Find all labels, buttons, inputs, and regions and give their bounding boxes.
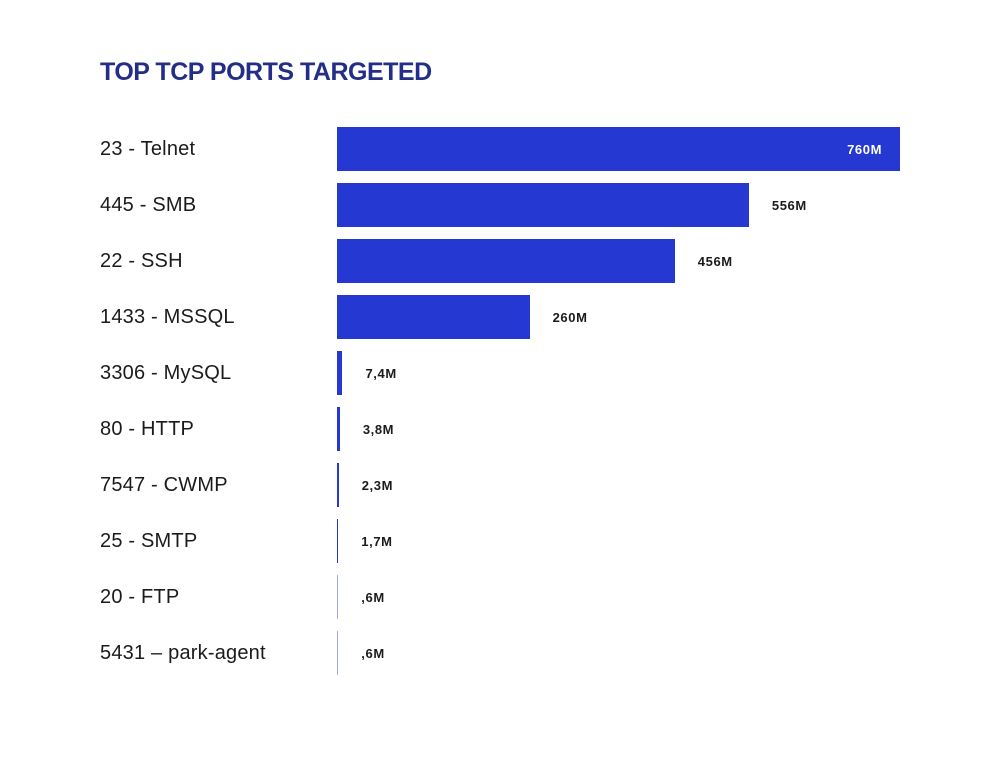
value-label: 760M [847, 141, 882, 157]
chart-row: 1433 - MSSQL 260M [100, 295, 1000, 339]
bar-track: 760M [337, 127, 1000, 171]
chart-row: 445 - SMB 556M [100, 183, 1000, 227]
value-label: 2,3M [361, 477, 394, 493]
value-label: 7,4M [365, 365, 397, 381]
category-label: 5431 – park-agent [100, 641, 266, 664]
value-label: 260M [552, 309, 588, 325]
value-label: 1,7M [361, 533, 393, 549]
chart-row: 5431 – park-agent ,6M [100, 631, 1000, 675]
chart-row: 22 - SSH 456M [100, 239, 1000, 283]
bar [337, 351, 343, 395]
bar-track: 7,4M [337, 351, 1000, 395]
bar: 760M [337, 127, 900, 171]
value-label: 3,8M [362, 421, 395, 437]
bar-track: 260M [337, 295, 1000, 339]
chart-row: 23 - Telnet 760M [100, 127, 1000, 171]
value-label: ,6M [361, 589, 385, 605]
chart-row: 7547 - CWMP 2,3M [100, 463, 1000, 507]
bar [337, 183, 749, 227]
bar [337, 463, 339, 507]
chart-row: 20 - FTP ,6M [100, 575, 1000, 619]
bar-chart: TOP TCP PORTS TARGETED 23 - Telnet 760M 44… [100, 58, 1000, 675]
bar [337, 519, 339, 563]
value-label: 456M [697, 253, 733, 269]
category-label: 23 - Telnet [100, 137, 196, 160]
chart-title: TOP TCP PORTS TARGETED [100, 58, 432, 86]
chart-row: 3306 - MySQL 7,4M [100, 351, 1000, 395]
bar [337, 407, 340, 451]
category-label: 25 - SMTP [100, 529, 198, 552]
bar [337, 239, 675, 283]
bar [337, 631, 339, 675]
value-label: ,6M [361, 645, 385, 661]
chart-row: 25 - SMTP 1,7M [100, 519, 1000, 563]
bar-track: 2,3M [337, 463, 1000, 507]
bar-track: 3,8M [337, 407, 1000, 451]
bar [337, 295, 530, 339]
chart-rows: 23 - Telnet 760M 445 - SMB 556M 22 - SSH 456M… [100, 127, 1000, 675]
category-label: 7547 - CWMP [100, 473, 228, 496]
category-label: 3306 - MySQL [100, 361, 232, 384]
category-label: 22 - SSH [100, 249, 183, 272]
bar-track: ,6M [337, 575, 1000, 619]
value-label: 556M [771, 197, 807, 213]
bar-track: 1,7M [337, 519, 1000, 563]
category-label: 80 - HTTP [100, 417, 195, 440]
bar-track: 456M [337, 239, 1000, 283]
category-label: 20 - FTP [100, 585, 180, 608]
category-label: 445 - SMB [100, 193, 197, 216]
chart-row: 80 - HTTP 3,8M [100, 407, 1000, 451]
bar [337, 575, 339, 619]
bar-track: 556M [337, 183, 1000, 227]
category-label: 1433 - MSSQL [100, 305, 235, 328]
bar-track: ,6M [337, 631, 1000, 675]
